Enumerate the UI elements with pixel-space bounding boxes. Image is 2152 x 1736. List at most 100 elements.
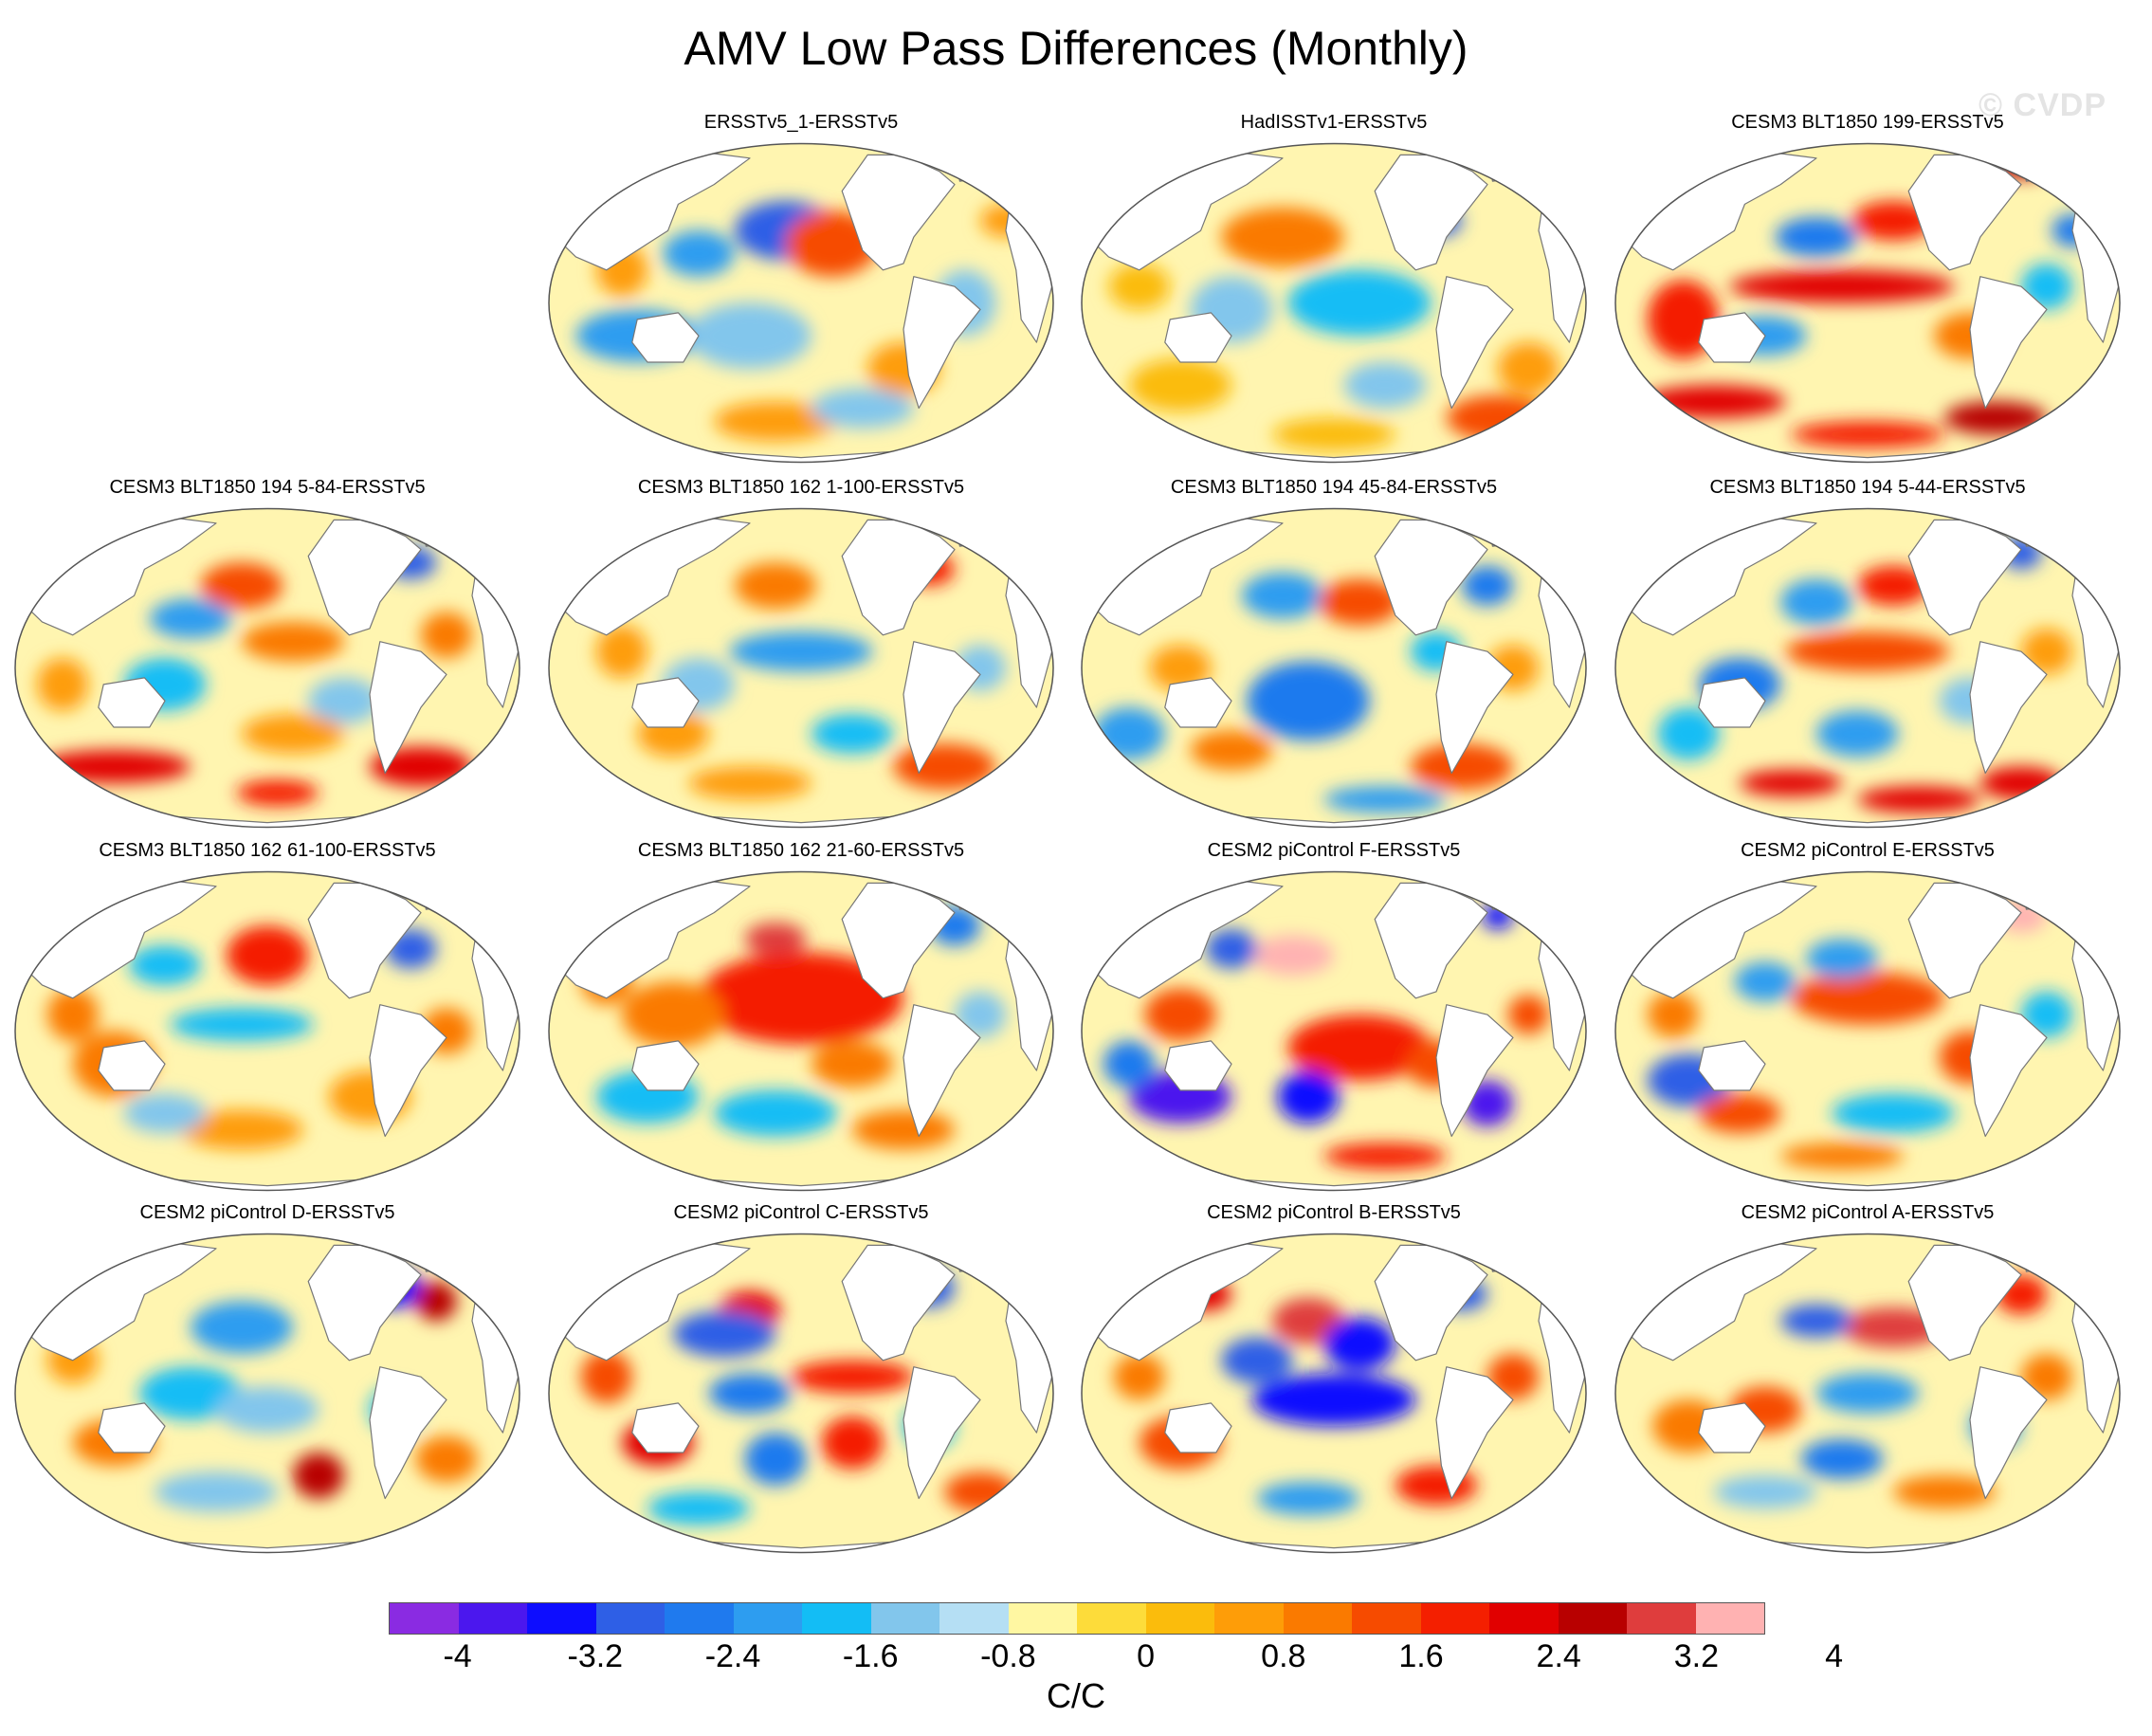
anomaly-region: [37, 658, 88, 711]
colorbar-tick-label: 3.2: [1673, 1638, 1720, 1674]
land-greenland: [954, 512, 992, 547]
land-south-america: [1435, 276, 1514, 410]
anomaly-region: [1221, 207, 1344, 267]
anomaly-region: [46, 988, 99, 1041]
anomaly-region: [1144, 988, 1216, 1041]
land-australia: [1164, 1402, 1232, 1453]
land-south-america: [1969, 1366, 2048, 1500]
land-north-america: [1907, 1244, 2022, 1361]
land-north-america: [1907, 882, 2022, 999]
anomaly-region: [149, 598, 232, 639]
colorbar-bin: [665, 1603, 734, 1634]
map-border: [1614, 1233, 2121, 1554]
sst-anomaly-map: [1614, 507, 2121, 829]
land-greenland: [420, 512, 458, 547]
map-panel: CESM3 BLT1850 162 21-60-ERSSTv5: [545, 840, 1057, 1196]
colorbar-tick-label: -0.8: [980, 1638, 1036, 1674]
land-north-america: [1374, 519, 1488, 636]
panel-title: CESM3 BLT1850 194 5-44-ERSSTv5: [1709, 477, 2026, 498]
anomaly-region: [1190, 730, 1273, 771]
land-north-america: [1374, 882, 1488, 999]
sst-anomaly-map: [1614, 142, 2121, 464]
sst-anomaly-map: [1614, 870, 2121, 1192]
anomaly-region: [1647, 991, 1699, 1038]
colorbar-bin: [939, 1603, 1009, 1634]
anomaly-region: [1462, 565, 1513, 606]
land-south-america: [369, 641, 447, 775]
land-australia: [631, 1040, 700, 1091]
anomaly-region: [1257, 1482, 1359, 1515]
colorbar-bin: [1695, 1603, 1764, 1634]
land-greenland: [1486, 1237, 1524, 1272]
anomaly-region: [415, 1281, 457, 1322]
anomaly-region: [1785, 631, 1950, 671]
colorbar-bin: [1352, 1603, 1421, 1634]
anomaly-region: [734, 562, 817, 610]
anomaly-region: [1851, 200, 1935, 241]
land-australia: [1164, 312, 1232, 363]
colorbar-bin: [1283, 1603, 1352, 1634]
anomaly-region: [580, 1350, 632, 1403]
anomaly-region: [1729, 269, 1955, 303]
sst-anomaly-map: [1081, 1233, 1587, 1554]
anomaly-region: [155, 1471, 278, 1512]
colorbar-bin: [1420, 1603, 1489, 1634]
anomaly-region: [893, 743, 996, 790]
land-south-america: [1435, 1366, 1514, 1500]
anomaly-region: [1857, 565, 1929, 606]
panel-title: CESM2 piControl C-ERSSTv5: [673, 1202, 929, 1223]
land-greenland: [954, 1237, 992, 1272]
map-panel: CESM3 BLT1850 194 5-84-ERSSTv5: [11, 477, 523, 832]
land-south-america: [1969, 641, 2048, 775]
anomaly-region: [1318, 578, 1401, 626]
anomaly-region: [123, 1093, 207, 1134]
anomaly-region: [1129, 358, 1231, 412]
land-greenland: [2020, 875, 2058, 910]
anomaly-region: [714, 401, 837, 442]
land-australia: [631, 1402, 700, 1453]
anomaly-region: [216, 1386, 319, 1434]
land-greenland: [954, 875, 992, 910]
anomaly-region: [1944, 401, 2047, 435]
colorbar-tick-label: 2.4: [1536, 1638, 1581, 1674]
map-panel: CESM3 BLT1850 194 5-44-ERSSTv5: [1612, 477, 2124, 832]
land-north-america: [307, 1244, 422, 1361]
anomaly-region: [1657, 707, 1720, 760]
anomaly-region: [1411, 743, 1513, 790]
colorbar-tick-label: -4: [443, 1638, 472, 1674]
panel-title: CESM3 BLT1850 194 5-84-ERSSTv5: [109, 477, 426, 498]
land-greenland: [420, 1237, 458, 1272]
anomaly-region: [811, 1040, 894, 1087]
land-australia: [98, 677, 166, 728]
anomaly-region: [1714, 1475, 1816, 1508]
colorbar-units: C/C: [1047, 1676, 1105, 1715]
anomaly-region: [308, 677, 380, 724]
map-border: [1614, 142, 2121, 464]
panel-title: CESM3 BLT1850 162 61-100-ERSSTv5: [99, 840, 436, 861]
colorbar-tick-label: -3.2: [567, 1638, 624, 1674]
anomaly-region: [1108, 263, 1171, 310]
anomaly-region: [1287, 1014, 1432, 1081]
anomaly-region: [663, 230, 735, 277]
colorbar-bin: [802, 1603, 871, 1634]
land-north-america: [841, 1244, 956, 1361]
map-panel: CESM2 piControl E-ERSSTv5: [1612, 840, 2124, 1196]
anomaly-region: [744, 1433, 807, 1486]
anomaly-region: [180, 1109, 303, 1150]
anomaly-region: [673, 1310, 775, 1358]
anomaly-region: [1113, 1353, 1165, 1400]
panel-title: CESM3 BLT1850 194 45-84-ERSSTv5: [1170, 477, 1498, 498]
anomaly-region: [688, 766, 812, 800]
sst-anomaly-map: [14, 870, 520, 1192]
panel-title: CESM2 piControl D-ERSSTv5: [139, 1202, 395, 1223]
panel-title: CESM3 BLT1850 199-ERSSTv5: [1731, 112, 2004, 133]
land-north-america: [1374, 1244, 1488, 1361]
land-greenland: [2020, 512, 2058, 547]
anomaly-region: [242, 714, 344, 754]
map-panel: CESM3 BLT1850 162 1-100-ERSSTv5: [545, 477, 1057, 832]
anomaly-region: [596, 625, 647, 678]
sst-anomaly-map: [1081, 507, 1587, 829]
anomaly-region: [744, 922, 807, 956]
colorbar-bin: [1489, 1603, 1559, 1634]
land-north-america: [307, 519, 422, 636]
